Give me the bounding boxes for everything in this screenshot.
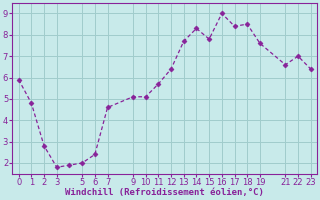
X-axis label: Windchill (Refroidissement éolien,°C): Windchill (Refroidissement éolien,°C) [65, 188, 264, 197]
